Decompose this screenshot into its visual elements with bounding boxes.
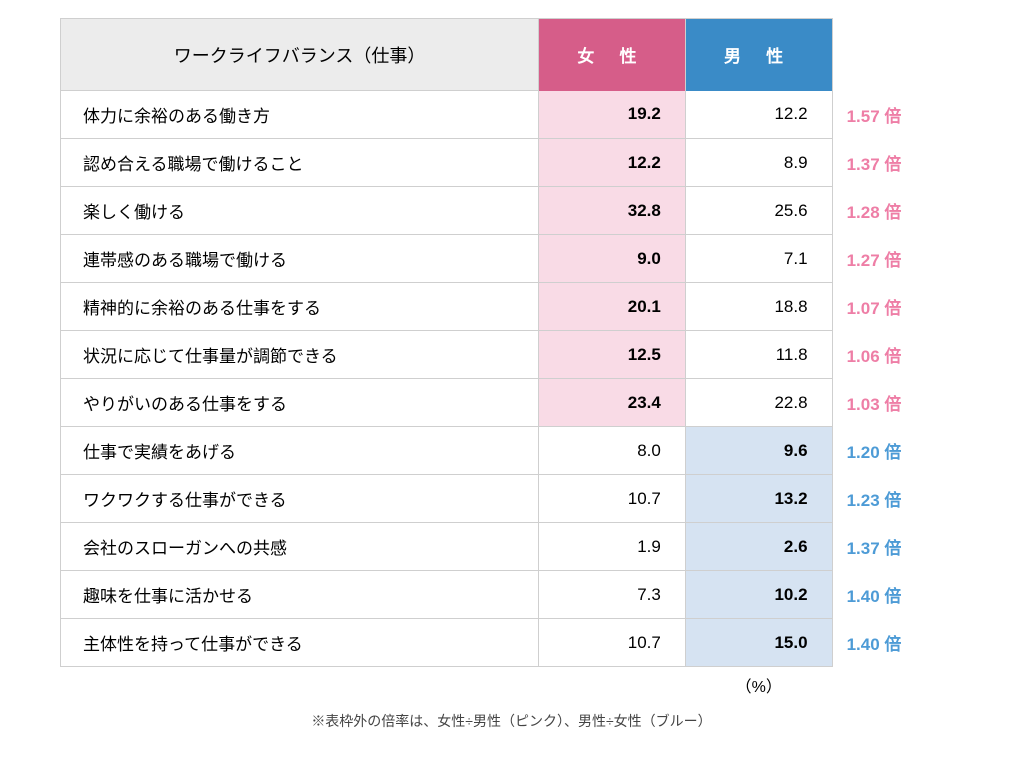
percent-row: （%） [61, 667, 963, 698]
table-row: やりがいのある仕事をする23.422.81.03 倍 [61, 379, 963, 427]
table-row: 会社のスローガンへの共感1.92.61.37 倍 [61, 523, 963, 571]
cell-ratio: 1.28 倍 [832, 187, 962, 235]
row-label: 趣味を仕事に活かせる [61, 571, 539, 619]
table-row: 連帯感のある職場で働ける9.07.11.27 倍 [61, 235, 963, 283]
header-male: 男 性 [685, 19, 832, 91]
cell-male: 8.9 [685, 139, 832, 187]
row-label: 楽しく働ける [61, 187, 539, 235]
table-row: 認め合える職場で働けること12.28.91.37 倍 [61, 139, 963, 187]
cell-female: 23.4 [539, 379, 686, 427]
cell-male: 18.8 [685, 283, 832, 331]
cell-female: 32.8 [539, 187, 686, 235]
cell-female: 10.7 [539, 475, 686, 523]
row-label: ワクワクする仕事ができる [61, 475, 539, 523]
row-label: 連帯感のある職場で働ける [61, 235, 539, 283]
cell-male: 10.2 [685, 571, 832, 619]
cell-ratio: 1.27 倍 [832, 235, 962, 283]
cell-female: 7.3 [539, 571, 686, 619]
cell-ratio: 1.57 倍 [832, 91, 962, 139]
cell-male: 7.1 [685, 235, 832, 283]
table-row: ワクワクする仕事ができる10.713.21.23 倍 [61, 475, 963, 523]
cell-ratio: 1.06 倍 [832, 331, 962, 379]
header-row: ワークライフバランス（仕事） 女 性 男 性 [61, 19, 963, 91]
cell-female: 1.9 [539, 523, 686, 571]
cell-female: 8.0 [539, 427, 686, 475]
table-row: 仕事で実績をあげる8.09.61.20 倍 [61, 427, 963, 475]
cell-ratio: 1.37 倍 [832, 523, 962, 571]
table-body: 体力に余裕のある働き方19.212.21.57 倍認め合える職場で働けること12… [61, 91, 963, 698]
row-label: 主体性を持って仕事ができる [61, 619, 539, 667]
cell-male: 15.0 [685, 619, 832, 667]
row-label: やりがいのある仕事をする [61, 379, 539, 427]
cell-female: 20.1 [539, 283, 686, 331]
cell-male: 22.8 [685, 379, 832, 427]
table-row: 精神的に余裕のある仕事をする20.118.81.07 倍 [61, 283, 963, 331]
row-label: 会社のスローガンへの共感 [61, 523, 539, 571]
percent-label: （%） [685, 667, 832, 698]
cell-male: 11.8 [685, 331, 832, 379]
table-row: 主体性を持って仕事ができる10.715.01.40 倍 [61, 619, 963, 667]
cell-female: 12.5 [539, 331, 686, 379]
cell-ratio: 1.40 倍 [832, 571, 962, 619]
cell-ratio: 1.37 倍 [832, 139, 962, 187]
cell-male: 13.2 [685, 475, 832, 523]
comparison-table: ワークライフバランス（仕事） 女 性 男 性 体力に余裕のある働き方19.212… [60, 18, 963, 697]
row-label: 状況に応じて仕事量が調節できる [61, 331, 539, 379]
footnote: ※表枠外の倍率は、女性÷男性（ピンク）、男性÷女性（ブルー） [60, 711, 963, 731]
cell-male: 9.6 [685, 427, 832, 475]
table-row: 状況に応じて仕事量が調節できる12.511.81.06 倍 [61, 331, 963, 379]
cell-female: 10.7 [539, 619, 686, 667]
cell-female: 12.2 [539, 139, 686, 187]
cell-male: 2.6 [685, 523, 832, 571]
row-label: 精神的に余裕のある仕事をする [61, 283, 539, 331]
cell-female: 9.0 [539, 235, 686, 283]
header-ratio-spacer [832, 19, 962, 91]
table-row: 楽しく働ける32.825.61.28 倍 [61, 187, 963, 235]
header-female: 女 性 [539, 19, 686, 91]
cell-ratio: 1.23 倍 [832, 475, 962, 523]
row-label: 仕事で実績をあげる [61, 427, 539, 475]
table-row: 趣味を仕事に活かせる7.310.21.40 倍 [61, 571, 963, 619]
cell-ratio: 1.07 倍 [832, 283, 962, 331]
row-label: 認め合える職場で働けること [61, 139, 539, 187]
table-row: 体力に余裕のある働き方19.212.21.57 倍 [61, 91, 963, 139]
cell-ratio: 1.03 倍 [832, 379, 962, 427]
cell-male: 12.2 [685, 91, 832, 139]
row-label: 体力に余裕のある働き方 [61, 91, 539, 139]
cell-male: 25.6 [685, 187, 832, 235]
header-title: ワークライフバランス（仕事） [61, 19, 539, 91]
cell-ratio: 1.20 倍 [832, 427, 962, 475]
cell-female: 19.2 [539, 91, 686, 139]
cell-ratio: 1.40 倍 [832, 619, 962, 667]
